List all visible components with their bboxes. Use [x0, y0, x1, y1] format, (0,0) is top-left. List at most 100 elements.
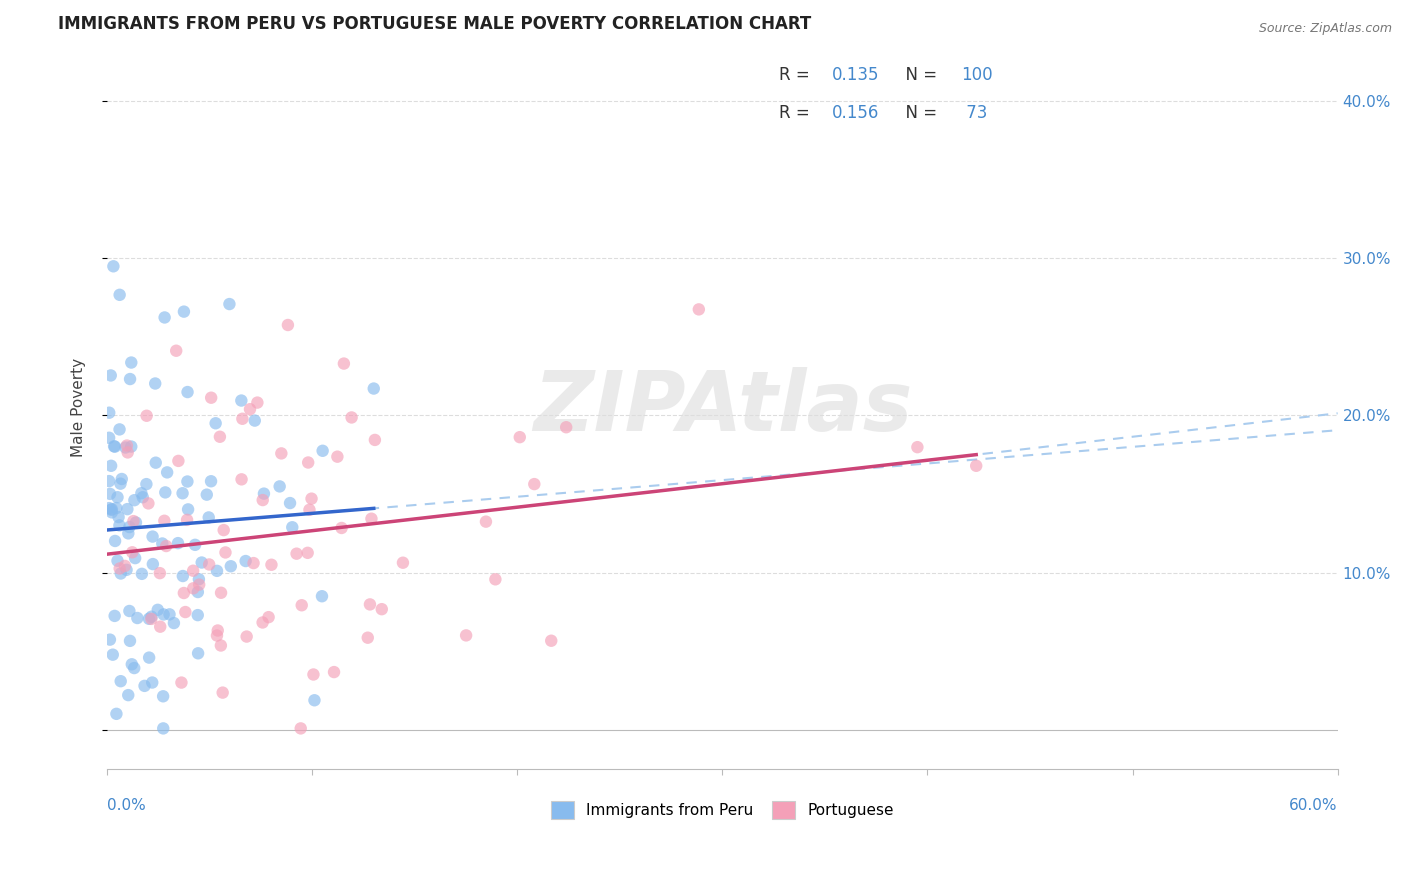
Point — [152, 690, 174, 704]
Point — [118, 604, 141, 618]
Point — [484, 572, 506, 586]
Text: 0.135: 0.135 — [832, 66, 879, 84]
Point — [135, 477, 157, 491]
Point — [120, 440, 142, 454]
Text: IMMIGRANTS FROM PERU VS PORTUGUESE MALE POVERTY CORRELATION CHART: IMMIGRANTS FROM PERU VS PORTUGUESE MALE … — [58, 15, 811, 33]
Y-axis label: Male Poverty: Male Poverty — [72, 358, 86, 457]
Point — [108, 561, 131, 575]
Point — [101, 648, 124, 662]
Point — [117, 688, 139, 702]
Point — [98, 406, 121, 420]
Point — [174, 605, 197, 619]
Point — [333, 357, 356, 371]
Point — [156, 466, 179, 480]
Point — [211, 685, 233, 699]
Point — [181, 564, 204, 578]
Point — [360, 511, 382, 525]
Point — [214, 545, 236, 559]
Point — [114, 558, 136, 573]
Point — [134, 679, 156, 693]
Point — [207, 624, 229, 638]
Point — [127, 611, 149, 625]
Point — [208, 430, 231, 444]
Text: 73: 73 — [962, 104, 987, 122]
Point — [278, 496, 301, 510]
Point — [246, 395, 269, 409]
Point — [688, 302, 710, 317]
Point — [205, 564, 228, 578]
Point — [103, 439, 125, 453]
Point — [138, 612, 160, 626]
Point — [291, 599, 314, 613]
Point — [104, 533, 127, 548]
Point — [302, 667, 325, 681]
Point — [104, 440, 127, 454]
Point — [149, 620, 172, 634]
Point — [330, 521, 353, 535]
Point — [152, 722, 174, 736]
Point — [188, 577, 211, 591]
Point — [110, 476, 132, 491]
Point — [523, 477, 546, 491]
Point — [209, 639, 232, 653]
Point — [145, 456, 167, 470]
Point — [122, 514, 145, 528]
Point — [131, 486, 153, 500]
Point — [905, 440, 928, 454]
Point — [212, 523, 235, 537]
Point — [253, 486, 276, 500]
Point — [125, 516, 148, 530]
Point — [101, 505, 124, 519]
Point — [172, 486, 194, 500]
Point — [122, 661, 145, 675]
Point — [277, 318, 299, 332]
Point — [243, 414, 266, 428]
Point — [110, 566, 132, 581]
Point — [155, 485, 177, 500]
Point — [111, 472, 134, 486]
Point — [155, 539, 177, 553]
Point — [235, 554, 257, 568]
Point — [269, 479, 291, 493]
Point — [124, 493, 146, 508]
Point — [235, 630, 257, 644]
Point — [121, 657, 143, 672]
Point — [326, 450, 349, 464]
Point — [165, 343, 187, 358]
Point — [141, 612, 163, 626]
Point — [371, 602, 394, 616]
Point — [311, 589, 333, 603]
Point — [108, 422, 131, 436]
Point — [290, 722, 312, 736]
Point — [108, 288, 131, 302]
Point — [323, 665, 346, 679]
Point — [205, 628, 228, 642]
Point — [117, 526, 139, 541]
Point — [159, 607, 181, 622]
Legend: Immigrants from Peru, Portuguese: Immigrants from Peru, Portuguese — [544, 793, 901, 827]
Point — [138, 650, 160, 665]
Point — [118, 520, 141, 534]
Point — [107, 554, 129, 568]
Point — [364, 433, 387, 447]
Point — [187, 608, 209, 623]
Point — [132, 490, 155, 504]
Point — [170, 675, 193, 690]
Point — [555, 420, 578, 434]
Point — [231, 393, 253, 408]
Point — [124, 551, 146, 566]
Point — [297, 456, 319, 470]
Point — [281, 520, 304, 534]
Point — [392, 556, 415, 570]
Point — [135, 409, 157, 423]
Point — [260, 558, 283, 572]
Point — [105, 501, 128, 516]
Point — [270, 446, 292, 460]
Point — [540, 633, 562, 648]
Point — [173, 586, 195, 600]
Point — [98, 474, 121, 488]
Point — [200, 391, 222, 405]
Point — [252, 493, 274, 508]
Point — [184, 538, 207, 552]
Point — [98, 487, 121, 501]
